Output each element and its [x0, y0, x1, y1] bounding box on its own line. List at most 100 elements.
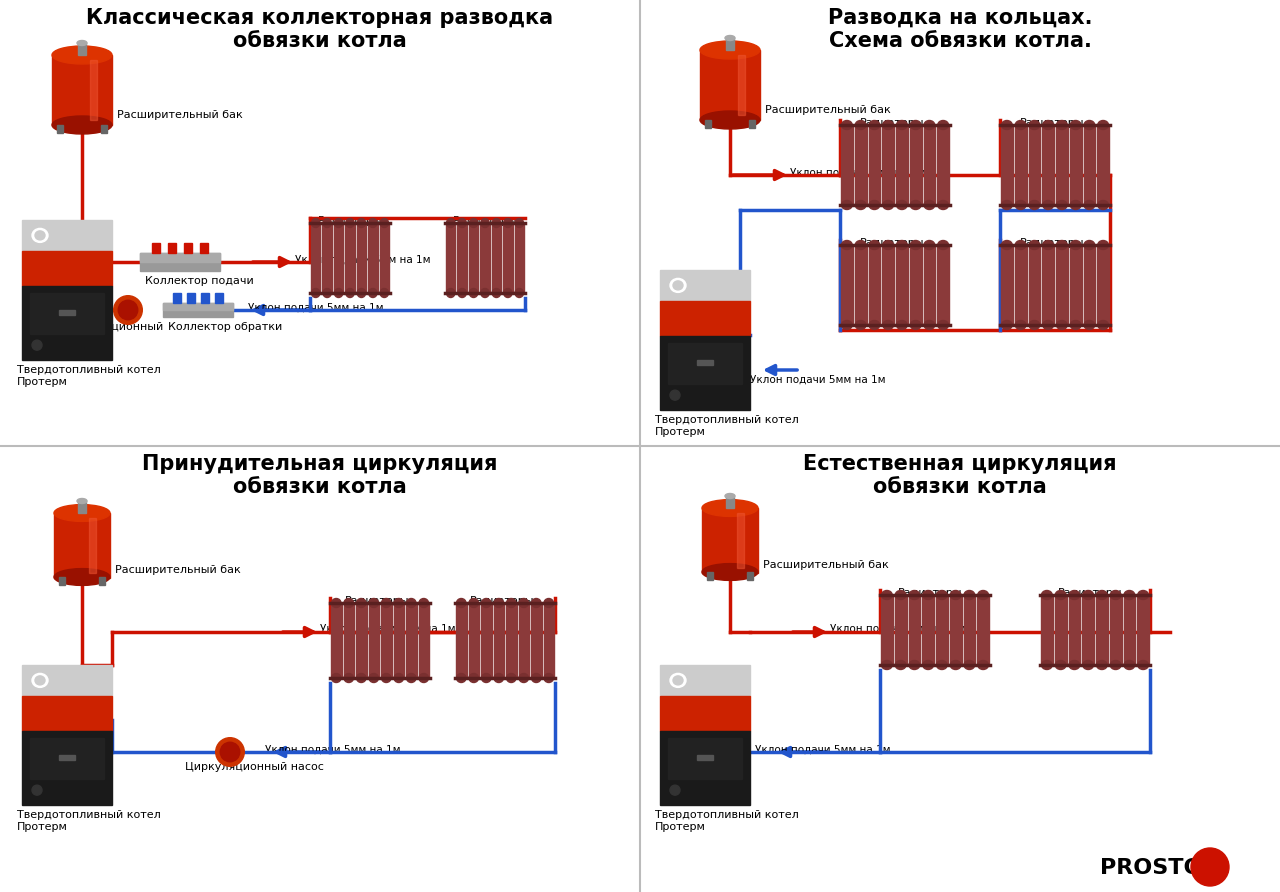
- Ellipse shape: [481, 599, 492, 607]
- Bar: [1070, 245, 1082, 325]
- Bar: [90, 518, 96, 573]
- Ellipse shape: [407, 599, 416, 607]
- Bar: [381, 603, 392, 678]
- Bar: [1001, 245, 1012, 325]
- Ellipse shape: [896, 120, 908, 129]
- Ellipse shape: [700, 111, 760, 129]
- Ellipse shape: [493, 288, 500, 298]
- Ellipse shape: [380, 288, 389, 298]
- Bar: [457, 223, 467, 293]
- Bar: [1056, 245, 1068, 325]
- Ellipse shape: [380, 219, 389, 227]
- Ellipse shape: [54, 568, 110, 585]
- Ellipse shape: [311, 219, 320, 227]
- Bar: [184, 243, 192, 253]
- Ellipse shape: [938, 320, 948, 329]
- Ellipse shape: [323, 288, 332, 298]
- Ellipse shape: [1110, 660, 1121, 670]
- Ellipse shape: [1084, 201, 1094, 210]
- Bar: [187, 293, 195, 303]
- Bar: [910, 125, 922, 205]
- Bar: [660, 696, 750, 731]
- Ellipse shape: [841, 320, 852, 329]
- Ellipse shape: [1124, 660, 1135, 670]
- Ellipse shape: [841, 201, 852, 210]
- Ellipse shape: [669, 278, 686, 293]
- Ellipse shape: [950, 660, 961, 670]
- Ellipse shape: [1070, 241, 1082, 250]
- Ellipse shape: [923, 591, 933, 599]
- Ellipse shape: [32, 785, 42, 795]
- Ellipse shape: [334, 288, 343, 298]
- Ellipse shape: [883, 201, 893, 210]
- Bar: [311, 223, 320, 293]
- Ellipse shape: [700, 41, 760, 59]
- Ellipse shape: [481, 288, 489, 298]
- Ellipse shape: [669, 390, 680, 401]
- Bar: [923, 125, 936, 205]
- Ellipse shape: [1070, 201, 1082, 210]
- Ellipse shape: [938, 241, 948, 250]
- Ellipse shape: [724, 36, 735, 40]
- Bar: [1097, 125, 1108, 205]
- Bar: [78, 43, 86, 55]
- Ellipse shape: [344, 599, 353, 607]
- Bar: [737, 513, 744, 568]
- Text: Радиаторы: Радиаторы: [453, 216, 517, 226]
- Ellipse shape: [1098, 320, 1108, 329]
- Text: Циркуляционный насос: Циркуляционный насос: [186, 762, 324, 772]
- Bar: [869, 245, 881, 325]
- Text: Расширительный бак: Расширительный бак: [115, 565, 241, 575]
- Ellipse shape: [118, 301, 138, 319]
- Text: Радиаторы: Радиаторы: [346, 596, 410, 606]
- Ellipse shape: [394, 673, 403, 682]
- Ellipse shape: [1069, 591, 1080, 599]
- Bar: [855, 245, 867, 325]
- Text: PROSTO: PROSTO: [1100, 858, 1202, 878]
- Ellipse shape: [1084, 120, 1094, 129]
- Bar: [1055, 595, 1066, 665]
- Ellipse shape: [457, 673, 466, 682]
- Bar: [1083, 125, 1096, 205]
- Bar: [1015, 245, 1027, 325]
- Ellipse shape: [544, 673, 553, 682]
- Ellipse shape: [447, 288, 454, 298]
- Text: Твердотопливный котел
Протерм: Твердотопливный котел Протерм: [17, 810, 161, 831]
- Ellipse shape: [1056, 320, 1068, 329]
- Ellipse shape: [937, 591, 947, 599]
- Ellipse shape: [54, 505, 110, 522]
- Ellipse shape: [1056, 201, 1068, 210]
- Text: Разводка на кольцах.
Схема обвязки котла.: Разводка на кольцах. Схема обвязки котла…: [828, 8, 1092, 51]
- Bar: [494, 603, 504, 678]
- Bar: [660, 335, 750, 410]
- Ellipse shape: [896, 201, 908, 210]
- Bar: [468, 223, 479, 293]
- Ellipse shape: [673, 281, 684, 290]
- Ellipse shape: [1055, 660, 1066, 670]
- Bar: [59, 310, 76, 315]
- Ellipse shape: [938, 120, 948, 129]
- Bar: [882, 245, 893, 325]
- Bar: [1110, 595, 1121, 665]
- Ellipse shape: [1084, 320, 1094, 329]
- Bar: [964, 595, 975, 665]
- Ellipse shape: [883, 320, 893, 329]
- Bar: [29, 293, 104, 334]
- Bar: [748, 572, 753, 580]
- Ellipse shape: [855, 201, 867, 210]
- Bar: [215, 293, 223, 303]
- Text: Расширительный бак: Расширительный бак: [116, 110, 243, 120]
- Bar: [369, 603, 379, 678]
- Ellipse shape: [1083, 591, 1093, 599]
- Bar: [977, 595, 989, 665]
- Ellipse shape: [357, 219, 366, 227]
- Bar: [660, 731, 750, 805]
- Text: Радиаторы: Радиаторы: [1059, 588, 1123, 598]
- Bar: [896, 245, 908, 325]
- Ellipse shape: [332, 599, 340, 607]
- Ellipse shape: [323, 219, 332, 227]
- Text: Уклон подачи 5мм на 1м: Уклон подачи 5мм на 1м: [294, 255, 430, 265]
- Bar: [705, 120, 710, 128]
- Ellipse shape: [470, 288, 477, 298]
- Ellipse shape: [869, 241, 879, 250]
